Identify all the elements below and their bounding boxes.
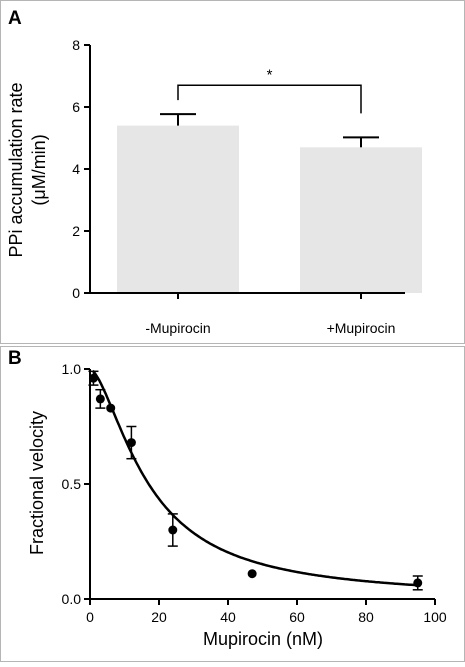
y-tick-label: 2 xyxy=(72,223,80,239)
panel-a-ylabel-line1: PPi accumulation rate xyxy=(6,82,26,257)
bar-mupirocin xyxy=(117,125,239,293)
data-point xyxy=(106,403,116,413)
x-tick-label: 100 xyxy=(423,609,447,625)
panel-b-ylabel: Fractional velocity xyxy=(27,411,47,555)
significance-bracket xyxy=(177,84,362,114)
fit-curve xyxy=(91,369,418,587)
panel-a-plot: 0 2 4 6 8 -Mupirocin +Mupirocin * xyxy=(72,37,422,336)
data-point xyxy=(247,569,257,579)
data-point xyxy=(95,394,105,404)
data-point xyxy=(88,373,98,383)
y-tick-label: 0.5 xyxy=(62,476,82,492)
data-point xyxy=(126,438,136,448)
panel-a-letter: A xyxy=(8,8,22,29)
x-tick-label: 80 xyxy=(358,609,374,625)
y-tick-label: 8 xyxy=(72,37,80,53)
bar-mupirocin xyxy=(300,147,422,293)
x-tick-label: 60 xyxy=(289,609,305,625)
x-tick-label: +Mupirocin xyxy=(327,320,396,336)
x-tick-label: 20 xyxy=(151,609,167,625)
y-tick-label: 1.0 xyxy=(62,361,82,377)
y-tick-label: 0 xyxy=(72,285,80,301)
x-tick-label: 0 xyxy=(86,609,94,625)
panel-a-ylabel-line2: (μM/min) xyxy=(29,134,49,205)
panel-b-plot: 0.0 0.5 1.0 0 20 40 60 80 100 xyxy=(62,361,447,625)
data-point xyxy=(168,525,178,535)
data-point xyxy=(413,578,423,588)
y-tick-label: 4 xyxy=(72,161,80,177)
panel-b-letter: B xyxy=(8,348,22,369)
significance-label: * xyxy=(267,66,273,83)
x-tick-label: -Mupirocin xyxy=(145,320,210,336)
y-tick-label: 0.0 xyxy=(62,591,82,607)
y-tick-label: 6 xyxy=(72,99,80,115)
panel-b-xlabel: Mupirocin (nM) xyxy=(203,629,323,649)
x-tick-label: 40 xyxy=(220,609,236,625)
